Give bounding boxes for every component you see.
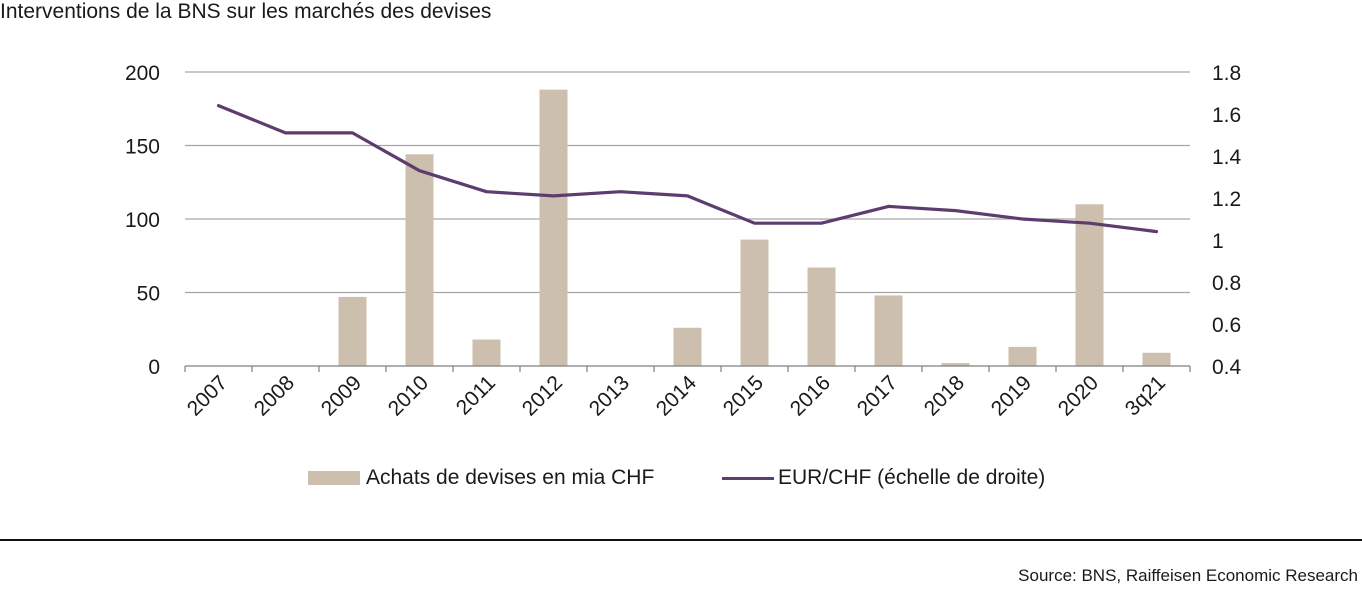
- right-tick-label: 0.6: [1212, 314, 1241, 337]
- eurchf-line: [216, 103, 1159, 234]
- bars: [338, 89, 1171, 366]
- category-label-2011: 2011: [452, 371, 500, 419]
- legend-bar-swatch: [308, 471, 360, 485]
- left-tick-label: 100: [125, 209, 160, 232]
- bar-3q21: [1142, 352, 1171, 366]
- category-label-3q21: 3q21: [1121, 371, 1170, 420]
- category-label-2013: 2013: [585, 371, 634, 420]
- category-label-2016: 2016: [786, 371, 835, 420]
- left-tick-label: 150: [125, 136, 160, 159]
- right-tick-label: 0.8: [1212, 272, 1241, 295]
- bar-2018: [941, 363, 970, 366]
- chart-title: Interventions de la BNS sur les marchés …: [0, 0, 492, 23]
- right-tick-label: 1: [1212, 230, 1224, 253]
- bar-2012: [539, 89, 568, 366]
- bar-2019: [1008, 346, 1037, 366]
- category-label-2018: 2018: [920, 371, 969, 420]
- legend-item-bars: Achats de devises en mia CHF: [308, 466, 654, 490]
- legend-label-bars: Achats de devises en mia CHF: [366, 466, 655, 489]
- source-note: Source: BNS, Raiffeisen Economic Researc…: [1018, 566, 1358, 585]
- bar-2011: [472, 339, 501, 366]
- bar-2010: [405, 154, 434, 366]
- category-label-2014: 2014: [652, 371, 702, 421]
- right-tick-label: 1.8: [1212, 62, 1241, 85]
- category-label-2017: 2017: [853, 371, 902, 420]
- bar-2016: [807, 267, 836, 366]
- axes: [184, 365, 1191, 372]
- right-tick-label: 0.4: [1212, 356, 1242, 379]
- left-tick-label: 200: [125, 62, 160, 85]
- gridlines: [185, 71, 1190, 294]
- category-label-2007: 2007: [183, 371, 232, 420]
- category-label-2019: 2019: [987, 371, 1036, 420]
- category-label-2015: 2015: [719, 371, 768, 420]
- bar-2009: [338, 296, 367, 366]
- right-tick-label: 1.2: [1212, 188, 1241, 211]
- right-tick-label: 1.6: [1212, 104, 1241, 127]
- bar-2015: [740, 239, 769, 366]
- eurchf-line-series: [216, 103, 1159, 234]
- tick-labels: 0 50 100 150 200 0.4 0.6 0.8 1 1.2 1.4 1.6 1.8 2007 20…: [125, 62, 1242, 421]
- legend-item-line: EUR/CHF (échelle de droite): [722, 466, 1045, 490]
- combo-chart: 0 50 100 150 200 0.4 0.6 0.8 1 1.2 1.4 1.6 1.8 2007 20…: [125, 62, 1242, 421]
- bar-2014: [673, 327, 702, 366]
- category-label-2009: 2009: [317, 371, 366, 420]
- right-tick-label: 1.4: [1212, 146, 1242, 169]
- category-label-2010: 2010: [384, 371, 433, 420]
- legend-label-line: EUR/CHF (échelle de droite): [778, 466, 1046, 489]
- category-label-2020: 2020: [1054, 371, 1103, 420]
- bar-2017: [874, 295, 903, 366]
- left-tick-label: 0: [148, 356, 160, 379]
- bar-2020: [1075, 204, 1104, 366]
- footer-divider: [0, 539, 1362, 541]
- legend-line-swatch: [722, 476, 774, 480]
- category-label-2012: 2012: [518, 371, 567, 420]
- category-label-2008: 2008: [250, 371, 299, 420]
- left-tick-label: 50: [137, 283, 160, 306]
- legend: Achats de devises en mia CHF EUR/CHF (éc…: [0, 466, 1362, 496]
